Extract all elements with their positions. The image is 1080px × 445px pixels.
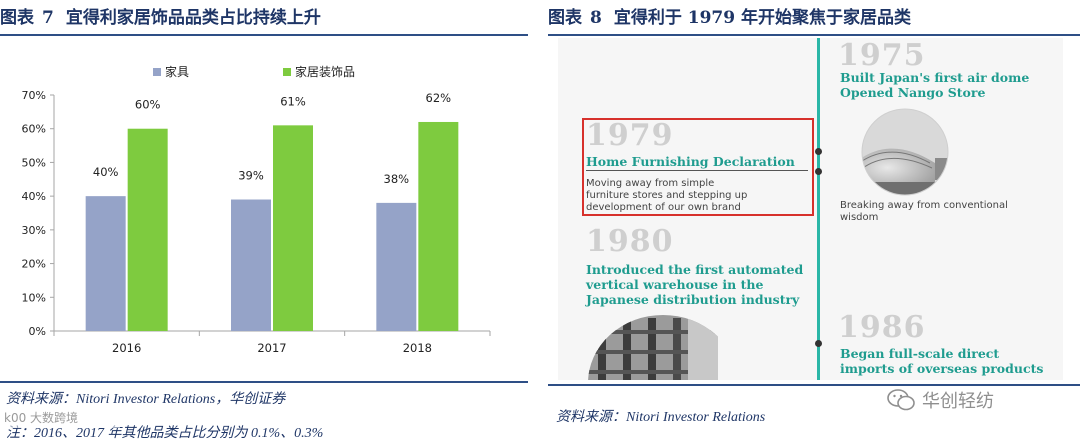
timeline-dot-1979 <box>815 168 822 175</box>
wechat-icon <box>887 389 915 411</box>
legend-label-home-decor: 家居装饰品 <box>295 64 355 79</box>
right-figure-label: 图表 <box>548 8 582 28</box>
left-watermark: k00 大数跨境 <box>4 411 79 425</box>
right-watermark: 华创轻纺 <box>886 385 1066 413</box>
y-tick-label: 70% <box>22 89 46 102</box>
bar-data-label: 60% <box>135 98 161 112</box>
connector-1979 <box>586 170 808 171</box>
y-tick-label: 20% <box>22 258 46 271</box>
timeline-dot-1986 <box>815 340 822 347</box>
timeline-dot-1975 <box>815 148 822 155</box>
right-figure-number: 8 <box>590 8 602 28</box>
timeline-image: 1975 Built Japan's first air dome Opened… <box>558 38 1063 380</box>
left-figure-title-text: 宜得利家居饰品品类占比持续上升 <box>65 8 321 28</box>
y-tick-label: 10% <box>22 291 46 304</box>
y-tick-label: 50% <box>22 156 46 169</box>
headline-1980-line1: Introduced the first automated <box>586 262 804 277</box>
description-1975: Breaking away from conventional wisdom <box>840 200 1008 224</box>
right-figure-title: 图表 8 宜得利于 1979 年开始聚焦于家居品类 <box>548 6 911 30</box>
headline-1986: Began full-scale direct imports of overs… <box>840 346 1043 376</box>
y-tick-label: 30% <box>22 224 46 237</box>
y-tick-label: 40% <box>22 190 46 203</box>
x-tick-label: 2016 <box>112 341 141 355</box>
headline-1986-line2: imports of overseas products <box>840 361 1044 376</box>
right-title-rule <box>548 34 1080 36</box>
bar-data-label: 38% <box>384 172 410 186</box>
bar-data-label: 62% <box>426 91 452 105</box>
year-1980: 1980 <box>586 224 674 259</box>
bar-furniture <box>376 202 417 331</box>
headline-1975: Built Japan's first air dome Opened Nang… <box>840 70 1029 100</box>
description-1975-line2: wisdom <box>840 212 879 223</box>
headline-1980-line2: vertical warehouse in the <box>586 277 764 292</box>
bar-chart: 0% 10% 20% 30% 40% 50% 60% 70% 2016 40% 60% 2017 39%… <box>22 64 491 355</box>
description-1979-line2: furniture stores and stepping up <box>586 190 748 201</box>
headline-1980: Introduced the first automated vertical … <box>586 262 803 307</box>
left-source-text: 资料来源：Nitori Investor Relations，华创证券 <box>6 392 286 407</box>
description-1979: Moving away from simple furniture stores… <box>586 178 747 214</box>
headline-1975-line2: Opened Nango Store <box>840 85 986 100</box>
left-watermark-bg <box>0 406 120 428</box>
right-source-rule <box>548 384 1080 386</box>
highlight-box-1979 <box>582 118 814 216</box>
right-source-text: 资料来源：Nitori Investor Relations <box>556 410 766 425</box>
air-dome-photo <box>861 108 949 196</box>
bar-home-decor <box>273 125 313 331</box>
headline-1986-line1: Began full-scale direct <box>840 346 1000 361</box>
bar-data-label: 61% <box>280 94 306 108</box>
description-1975-line1: Breaking away from conventional <box>840 200 1008 211</box>
timeline-axis <box>817 38 820 380</box>
left-source-rule <box>0 381 528 383</box>
bar-home-decor <box>418 121 459 331</box>
left-figure-title: 图表 7 宜得利家居饰品品类占比持续上升 <box>0 6 321 30</box>
bar-home-decor <box>127 128 168 331</box>
bar-furniture <box>85 196 126 331</box>
right-watermark-text: 华创轻纺 <box>922 391 994 412</box>
year-1979: 1979 <box>586 118 674 153</box>
y-tick-label: 0% <box>29 325 46 338</box>
bar-furniture <box>231 199 271 331</box>
y-tick-label: 60% <box>22 123 46 136</box>
x-tick-label: 2017 <box>257 341 286 355</box>
year-1975: 1975 <box>838 38 926 73</box>
bar-data-label: 39% <box>238 169 264 183</box>
headline-1975-line1: Built Japan's first air dome <box>840 70 1030 85</box>
legend-swatch-home-decor <box>283 68 291 76</box>
right-figure: 图表 8 宜得利于 1979 年开始聚焦于家居品类 1975 Built Japan… <box>548 0 1080 445</box>
left-figure: 图表 7 宜得利家居饰品品类占比持续上升 0% 10% 20% 30% 40% 50% 60% 7… <box>0 0 528 445</box>
left-title-rule <box>0 34 528 36</box>
bar-data-label: 40% <box>93 165 119 179</box>
left-figure-label: 图表 <box>0 8 34 28</box>
left-figure-number: 7 <box>42 8 54 28</box>
legend-swatch-furniture <box>153 68 161 76</box>
legend-label-furniture: 家具 <box>165 64 189 79</box>
x-tick-label: 2018 <box>403 341 432 355</box>
headline-1980-line3: Japanese distribution industry <box>586 292 800 307</box>
left-note-text: 注：2016、2017 年其他品类占比分别为 0.1%、0.3% <box>6 426 324 441</box>
description-1979-line3: development of our own brand <box>586 202 741 213</box>
warehouse-photo <box>588 315 718 380</box>
right-figure-title-text: 宜得利于 1979 年开始聚焦于家居品类 <box>613 8 911 28</box>
year-1986: 1986 <box>838 310 926 345</box>
headline-1979: Home Furnishing Declaration <box>586 154 795 169</box>
description-1979-line1: Moving away from simple <box>586 178 715 189</box>
